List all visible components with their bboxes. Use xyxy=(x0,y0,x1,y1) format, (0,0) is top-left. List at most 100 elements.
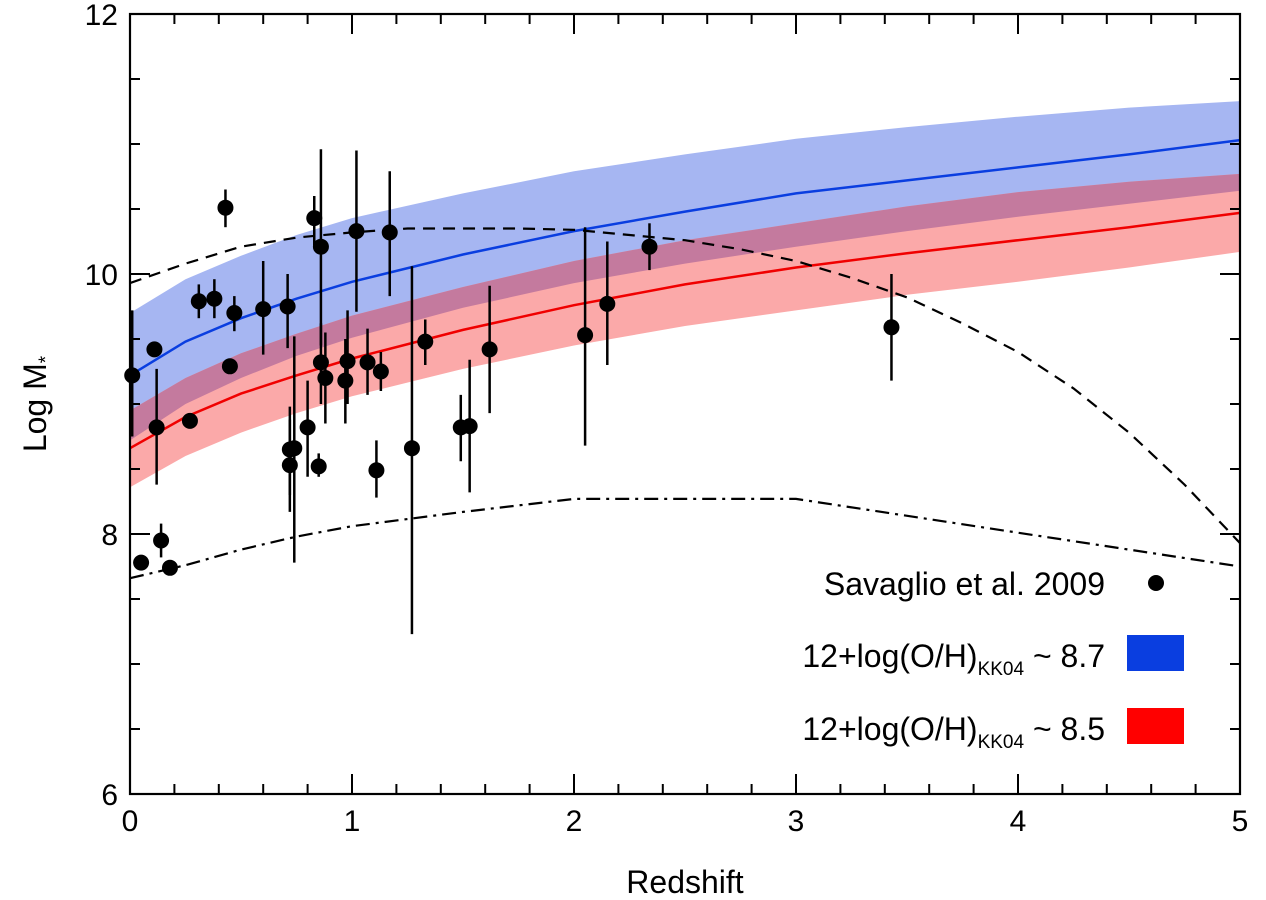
data-point xyxy=(206,279,223,319)
data-point xyxy=(577,227,594,446)
data-point xyxy=(133,554,150,571)
data-point xyxy=(481,285,498,414)
x-tick-label: 4 xyxy=(1010,805,1027,838)
point-marker xyxy=(599,295,616,312)
point-marker xyxy=(181,412,198,429)
blue-uncertainty-band xyxy=(130,101,1240,441)
data-point xyxy=(641,223,658,271)
legend-label-savaglio: Savaglio et al. 2009 xyxy=(824,566,1105,602)
point-marker xyxy=(883,319,900,336)
data-point xyxy=(217,189,234,228)
data-point xyxy=(146,341,163,358)
data-point xyxy=(221,358,238,375)
data-point xyxy=(317,332,334,424)
data-point xyxy=(255,261,272,355)
data-points xyxy=(124,149,900,635)
x-axis-label: Redshift xyxy=(626,864,744,900)
legend-label-red: 12+log(O/H)KK04 ~ 8.5 xyxy=(802,711,1105,753)
data-point xyxy=(403,266,420,635)
point-marker xyxy=(161,559,178,576)
point-marker xyxy=(299,419,316,436)
point-marker xyxy=(221,358,238,375)
overlap-band xyxy=(130,173,1240,441)
point-marker xyxy=(359,354,376,371)
point-marker xyxy=(381,224,398,241)
point-marker xyxy=(306,210,323,227)
legend-label-red-sub: KK04 xyxy=(978,732,1025,753)
x-tick-label: 1 xyxy=(344,805,361,838)
point-marker xyxy=(286,440,303,457)
point-marker xyxy=(226,305,243,321)
legend-blue-swatch xyxy=(1127,635,1184,671)
legend-label-red-main: 12+log(O/H) xyxy=(802,711,977,747)
data-point xyxy=(348,150,365,312)
data-point xyxy=(883,274,900,381)
point-marker xyxy=(279,298,296,315)
dashdot-curve xyxy=(129,497,1241,580)
point-marker xyxy=(148,419,165,436)
legend-red-swatch xyxy=(1127,708,1184,744)
red-uncertainty-band xyxy=(130,173,1240,488)
point-marker xyxy=(217,199,234,216)
axis-ticks xyxy=(129,13,1241,795)
data-point xyxy=(599,241,616,365)
point-marker xyxy=(461,418,478,435)
data-point xyxy=(190,284,207,319)
point-marker xyxy=(641,238,658,255)
x-tick-label: 2 xyxy=(566,805,583,838)
point-marker xyxy=(481,341,498,358)
legend: Savaglio et al. 2009 12+log(O/H)KK04 ~ 8… xyxy=(802,566,1184,753)
point-marker xyxy=(348,223,365,240)
data-point xyxy=(359,328,376,395)
data-point xyxy=(161,559,178,576)
point-marker xyxy=(339,353,356,370)
y-axis-label-sub: * xyxy=(36,355,57,363)
data-point xyxy=(124,310,141,437)
data-point xyxy=(337,339,354,424)
data-point xyxy=(286,336,303,563)
legend-label-blue-sub: KK04 xyxy=(978,659,1025,680)
point-marker xyxy=(153,532,170,549)
x-tick-label: 0 xyxy=(122,805,139,838)
y-axis-label-main: Log M xyxy=(17,363,53,452)
blue-mean-line xyxy=(129,138,1241,377)
band-layer xyxy=(130,101,1240,488)
red-mean-line xyxy=(129,211,1241,450)
data-point xyxy=(381,171,398,297)
point-marker xyxy=(577,327,594,344)
y-axis-label: Log M* xyxy=(17,355,57,452)
point-marker xyxy=(146,341,163,358)
point-marker xyxy=(124,367,141,384)
data-point xyxy=(368,440,385,498)
legend-label-red-tail: ~ 8.5 xyxy=(1024,711,1105,747)
data-point xyxy=(148,368,165,485)
point-marker xyxy=(417,333,434,350)
data-point xyxy=(372,352,389,391)
data-point xyxy=(339,310,356,404)
data-point xyxy=(310,453,327,477)
point-marker xyxy=(317,370,334,386)
point-marker xyxy=(403,440,420,457)
data-point xyxy=(226,296,243,332)
data-point xyxy=(306,196,323,246)
data-point xyxy=(181,412,198,429)
x-tick-label: 3 xyxy=(788,805,805,838)
data-point xyxy=(312,149,329,346)
point-marker xyxy=(312,238,329,255)
y-tick-label: 10 xyxy=(85,259,118,292)
point-marker xyxy=(368,462,385,479)
point-marker xyxy=(372,363,389,380)
point-marker xyxy=(310,458,327,475)
data-point xyxy=(153,523,170,558)
data-point xyxy=(461,359,478,493)
legend-label-blue: 12+log(O/H)KK04 ~ 8.7 xyxy=(802,638,1105,680)
point-marker xyxy=(255,301,272,318)
y-tick-label: 8 xyxy=(101,519,118,552)
point-marker xyxy=(190,293,207,310)
data-point xyxy=(299,380,316,477)
data-point xyxy=(279,274,296,349)
legend-label-blue-tail: ~ 8.7 xyxy=(1024,638,1105,674)
y-tick-label: 6 xyxy=(101,779,118,812)
point-marker xyxy=(133,554,150,571)
